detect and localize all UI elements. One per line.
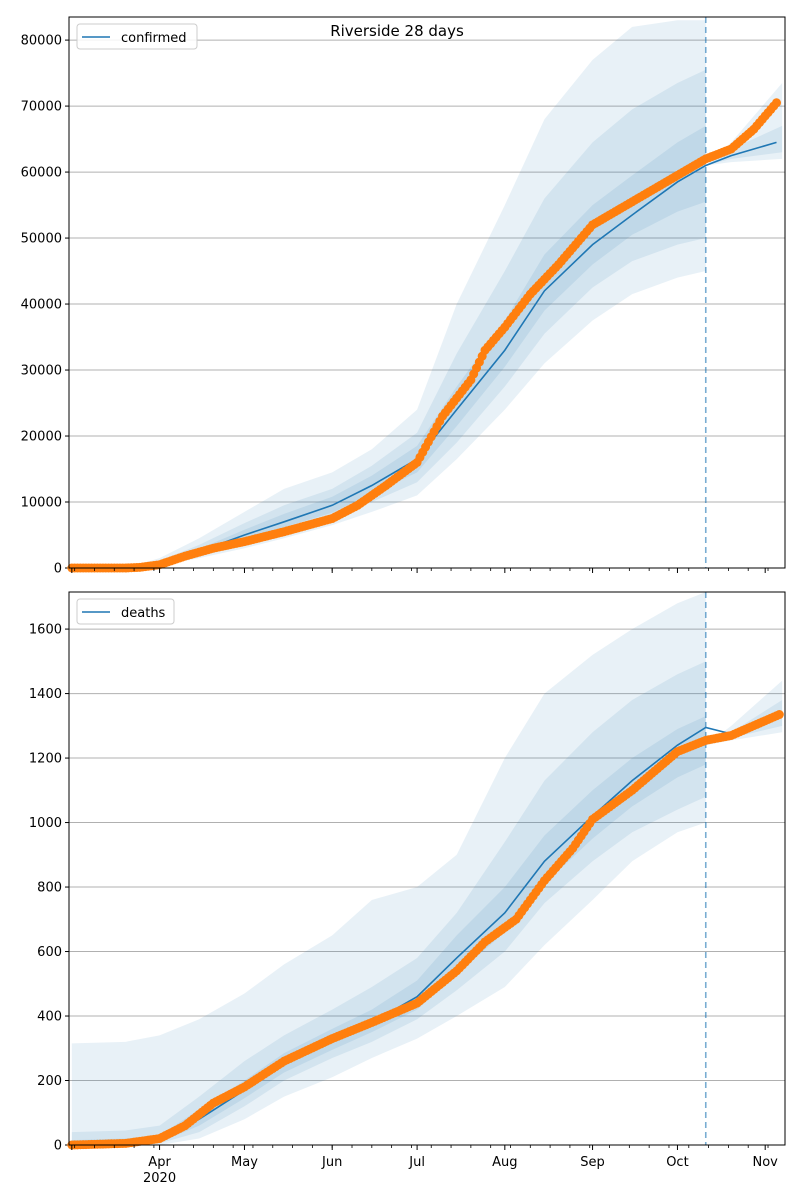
x-tick-label: Aug bbox=[492, 1155, 517, 1170]
y-tick-label: 0 bbox=[54, 1139, 62, 1154]
confirmed-panel: 0 10000 20000 30000 40000 50000 60000 70000 8000… bbox=[21, 16, 786, 577]
legend: confirmed bbox=[76, 23, 198, 50]
y-tick-label: 1200 bbox=[29, 752, 62, 767]
uncertainty-band bbox=[71, 69, 706, 569]
uncertainty-band bbox=[71, 716, 706, 1145]
uncertainty-band bbox=[71, 20, 706, 569]
x-tick-label: Jun bbox=[321, 1155, 342, 1170]
y-tick-label: 30000 bbox=[21, 364, 62, 379]
x-tick-label: Apr bbox=[148, 1155, 171, 1170]
uncertainty-band bbox=[705, 680, 783, 746]
y-tick-label: 1600 bbox=[29, 623, 62, 638]
y-tick-label: 20000 bbox=[21, 430, 62, 445]
y-tick-label: 80000 bbox=[21, 34, 62, 49]
y-tick-label: 200 bbox=[37, 1074, 62, 1089]
x-tick-label: Jul bbox=[408, 1155, 425, 1170]
observed-point bbox=[774, 710, 784, 720]
uncertainty-band bbox=[71, 661, 706, 1145]
y-tick-label: 10000 bbox=[21, 496, 62, 511]
legend-label: deaths bbox=[121, 606, 166, 621]
chart-suptitle: Riverside 28 days bbox=[330, 22, 464, 40]
y-tick-label: 50000 bbox=[21, 232, 62, 247]
deaths-panel: 0 200 400 600 800 1000 1200 1400 1600 Apr May Jun Ju… bbox=[29, 591, 786, 1186]
legend-label: confirmed bbox=[121, 31, 187, 46]
legend: deaths bbox=[76, 598, 175, 625]
y-tick-label: 60000 bbox=[21, 166, 62, 181]
x-tick-label: Sep bbox=[580, 1155, 605, 1170]
observed-point bbox=[772, 98, 782, 108]
axes-frame bbox=[68, 591, 786, 1146]
uncertainty-band bbox=[71, 592, 706, 1145]
x-tick-label: Oct bbox=[666, 1155, 688, 1170]
y-tick-label: 400 bbox=[37, 1010, 62, 1025]
y-tick-label: 70000 bbox=[21, 100, 62, 115]
y-tick-label: 1400 bbox=[29, 687, 62, 702]
axes-frame bbox=[68, 16, 786, 569]
y-tick-label: 0 bbox=[54, 562, 62, 577]
uncertainty-band bbox=[705, 82, 783, 166]
x-tick-label: May bbox=[231, 1155, 258, 1170]
x-tick-label: Nov bbox=[753, 1155, 779, 1170]
legend-box bbox=[76, 598, 175, 625]
y-tick-label: 800 bbox=[37, 881, 62, 896]
y-tick-label: 600 bbox=[37, 945, 62, 960]
y-tick-label: 1000 bbox=[29, 816, 62, 831]
y-tick-label: 40000 bbox=[21, 298, 62, 313]
x-year-label: 2020 bbox=[143, 1171, 176, 1186]
legend-box bbox=[76, 23, 198, 50]
